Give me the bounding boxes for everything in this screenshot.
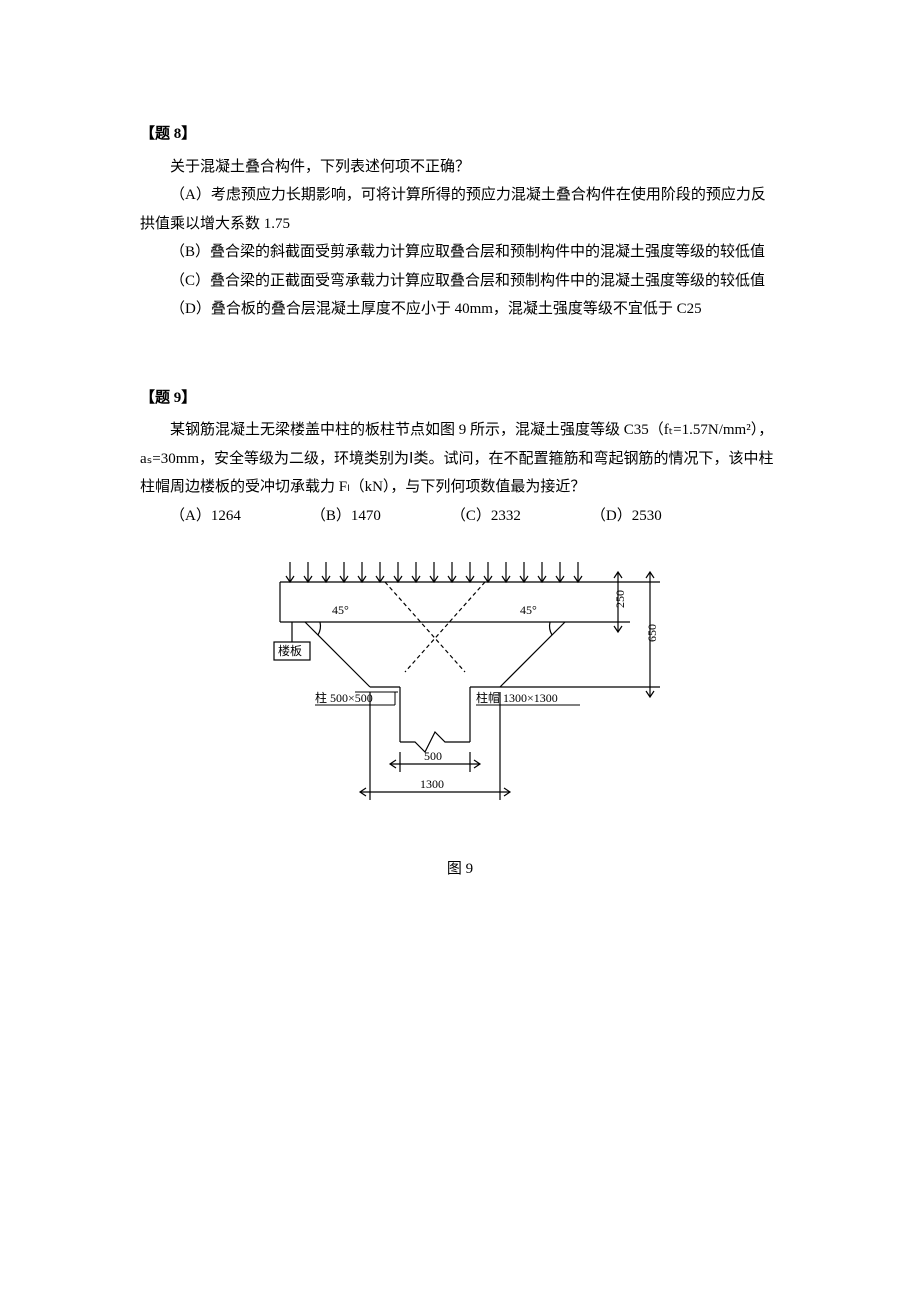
angle-right-label: 45° xyxy=(520,603,537,617)
load-arrows-icon xyxy=(286,562,582,582)
figure-9: 45° 45° 楼板 柱 500×500 柱帽 1300×1300 500 13… xyxy=(140,542,780,883)
dim-250: 250 xyxy=(613,590,627,608)
angle-left-label: 45° xyxy=(332,603,349,617)
dim-500: 500 xyxy=(424,749,442,763)
q9-title: 【题 9】 xyxy=(140,384,780,413)
q8-option-c: （C）叠合梁的正截面受弯承载力计算应取叠合层和预制构件中的混凝土强度等级的较低值 xyxy=(140,267,780,296)
cap-label: 柱帽 1300×1300 xyxy=(476,690,558,705)
q8-option-a: （A）考虑预应力长期影响，可将计算所得的预应力混凝土叠合构件在使用阶段的预应力反… xyxy=(140,181,780,238)
figure-9-caption: 图 9 xyxy=(140,855,780,884)
q8-stem: 关于混凝土叠合构件，下列表述何项不正确？ xyxy=(140,153,780,182)
dim-1300: 1300 xyxy=(420,777,444,791)
q8-option-d: （D）叠合板的叠合层混凝土厚度不应小于 40mm，混凝土强度等级不宜低于 C25 xyxy=(140,295,780,324)
q9-option-a: （A）1264 xyxy=(170,502,241,531)
q8-title: 【题 8】 xyxy=(140,120,780,149)
document-page: 【题 8】 关于混凝土叠合构件，下列表述何项不正确？ （A）考虑预应力长期影响，… xyxy=(0,0,920,1003)
dim-650: 650 xyxy=(645,624,659,642)
slab-label: 楼板 xyxy=(278,643,302,658)
q9-option-c: （C）2332 xyxy=(451,502,521,531)
q9-option-d: （D）2530 xyxy=(591,502,662,531)
q9-option-b: （B）1470 xyxy=(311,502,381,531)
q8-option-b: （B）叠合梁的斜截面受剪承载力计算应取叠合层和预制构件中的混凝土强度等级的较低值 xyxy=(140,238,780,267)
question-9: 【题 9】 某钢筋混凝土无梁楼盖中柱的板柱节点如图 9 所示，混凝土强度等级 C… xyxy=(140,384,780,884)
figure-9-svg: 45° 45° 楼板 柱 500×500 柱帽 1300×1300 500 13… xyxy=(220,542,700,842)
q9-options-row: （A）1264 （B）1470 （C）2332 （D）2530 xyxy=(140,502,780,531)
q9-stem: 某钢筋混凝土无梁楼盖中柱的板柱节点如图 9 所示，混凝土强度等级 C35（fₜ=… xyxy=(140,416,780,502)
question-8: 【题 8】 关于混凝土叠合构件，下列表述何项不正确？ （A）考虑预应力长期影响，… xyxy=(140,120,780,324)
